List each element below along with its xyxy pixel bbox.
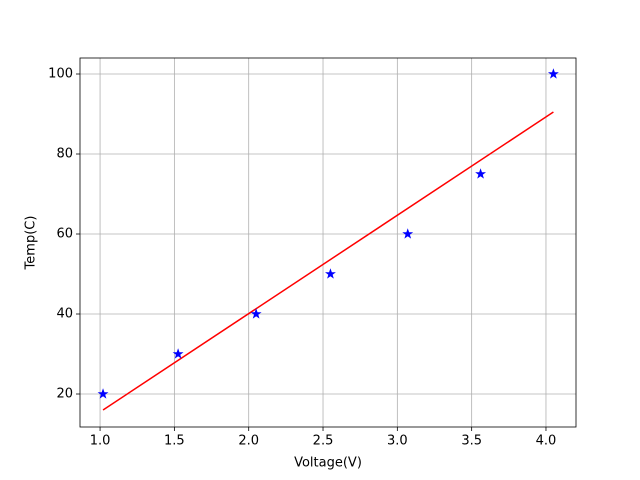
data-point: [97, 388, 109, 399]
y-tick-label: 20: [56, 387, 73, 402]
y-tick-label: 80: [56, 147, 73, 162]
x-axis-label: Voltage(V): [294, 456, 362, 471]
x-tick-label: 3.0: [387, 434, 408, 449]
data-point: [250, 308, 262, 319]
y-axis-label: Temp(C): [24, 216, 39, 271]
x-tick-label: 2.0: [238, 434, 259, 449]
x-tick-label: 3.5: [461, 434, 482, 449]
y-tick-label: 40: [56, 307, 73, 322]
y-tick-label: 100: [48, 67, 73, 82]
x-tick-label: 4.0: [536, 434, 557, 449]
y-tick-label: 60: [56, 227, 73, 242]
data-point: [325, 268, 336, 279]
axes-frame: [79, 57, 577, 428]
data-point: [547, 68, 559, 79]
x-tick-label: 2.5: [313, 434, 334, 449]
data-point: [172, 348, 184, 359]
data-point: [475, 168, 487, 179]
x-tick-label: 1.5: [164, 434, 185, 449]
data-point: [402, 228, 414, 239]
x-tick-label: 1.0: [90, 434, 111, 449]
fit-line: [102, 111, 554, 411]
